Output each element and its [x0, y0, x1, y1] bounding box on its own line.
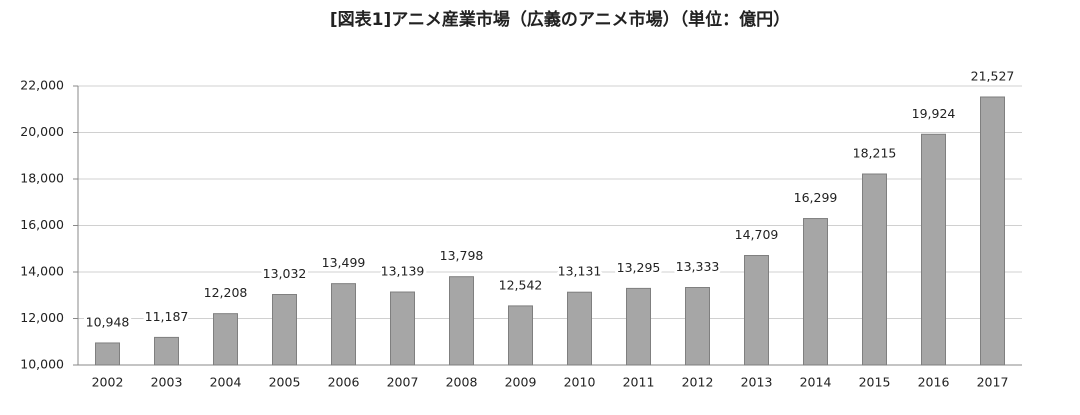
bar: [626, 287, 651, 366]
x-tick-label: 2007: [387, 375, 419, 390]
value-label: 18,215: [853, 146, 897, 161]
y-tick-label: 10,000: [20, 357, 64, 372]
value-label: 13,032: [263, 266, 307, 281]
bar: [980, 96, 1005, 366]
x-tick-label: 2016: [918, 375, 950, 390]
x-tick-label: 2015: [859, 375, 891, 390]
bar: [390, 291, 415, 366]
value-label: 13,333: [676, 259, 720, 274]
x-tick-label: 2008: [446, 375, 478, 390]
y-tick-label: 12,000: [20, 310, 64, 325]
value-label: 14,709: [735, 227, 779, 242]
value-label: 12,542: [499, 277, 543, 292]
bar: [331, 283, 356, 366]
chart-title: [図表1]アニメ産業市場（広義のアニメ市場）（単位：億円）: [330, 9, 790, 30]
bar: [154, 336, 179, 366]
x-tick-label: 2003: [151, 375, 183, 390]
bar: [449, 276, 474, 366]
value-label: 12,208: [204, 285, 248, 300]
value-label: 13,798: [440, 248, 484, 263]
bar: [213, 313, 238, 366]
value-label: 13,499: [322, 255, 366, 270]
x-tick-label: 2010: [564, 375, 596, 390]
bar: [803, 218, 828, 366]
x-tick-label: 2005: [269, 375, 301, 390]
x-tick-label: 2009: [505, 375, 537, 390]
value-label: 13,139: [381, 264, 425, 279]
x-tick-label: 2012: [682, 375, 714, 390]
y-tick-label: 14,000: [20, 264, 64, 279]
bar: [567, 291, 592, 366]
bar: [272, 294, 297, 366]
value-label: 21,527: [971, 68, 1015, 83]
y-tick-label: 20,000: [20, 124, 64, 139]
x-tick-label: 2006: [328, 375, 360, 390]
bar: [685, 287, 710, 366]
value-label: 11,187: [145, 309, 189, 324]
x-tick-label: 2002: [92, 375, 124, 390]
value-label: 19,924: [912, 106, 956, 121]
value-label: 10,948: [86, 314, 130, 329]
value-label: 16,299: [794, 190, 838, 205]
y-tick-label: 18,000: [20, 171, 64, 186]
bar: [862, 173, 887, 366]
x-tick-label: 2017: [977, 375, 1009, 390]
x-tick-label: 2004: [210, 375, 242, 390]
y-tick-label: 16,000: [20, 217, 64, 232]
bar: [508, 305, 533, 366]
value-label: 13,295: [617, 260, 661, 275]
value-label: 13,131: [558, 264, 602, 279]
bar: [744, 255, 769, 366]
bar: [95, 342, 120, 366]
x-tick-label: 2011: [623, 375, 655, 390]
x-tick-label: 2013: [741, 375, 773, 390]
bar: [921, 133, 946, 366]
y-tick-label: 22,000: [20, 78, 64, 93]
x-tick-label: 2014: [800, 375, 832, 390]
